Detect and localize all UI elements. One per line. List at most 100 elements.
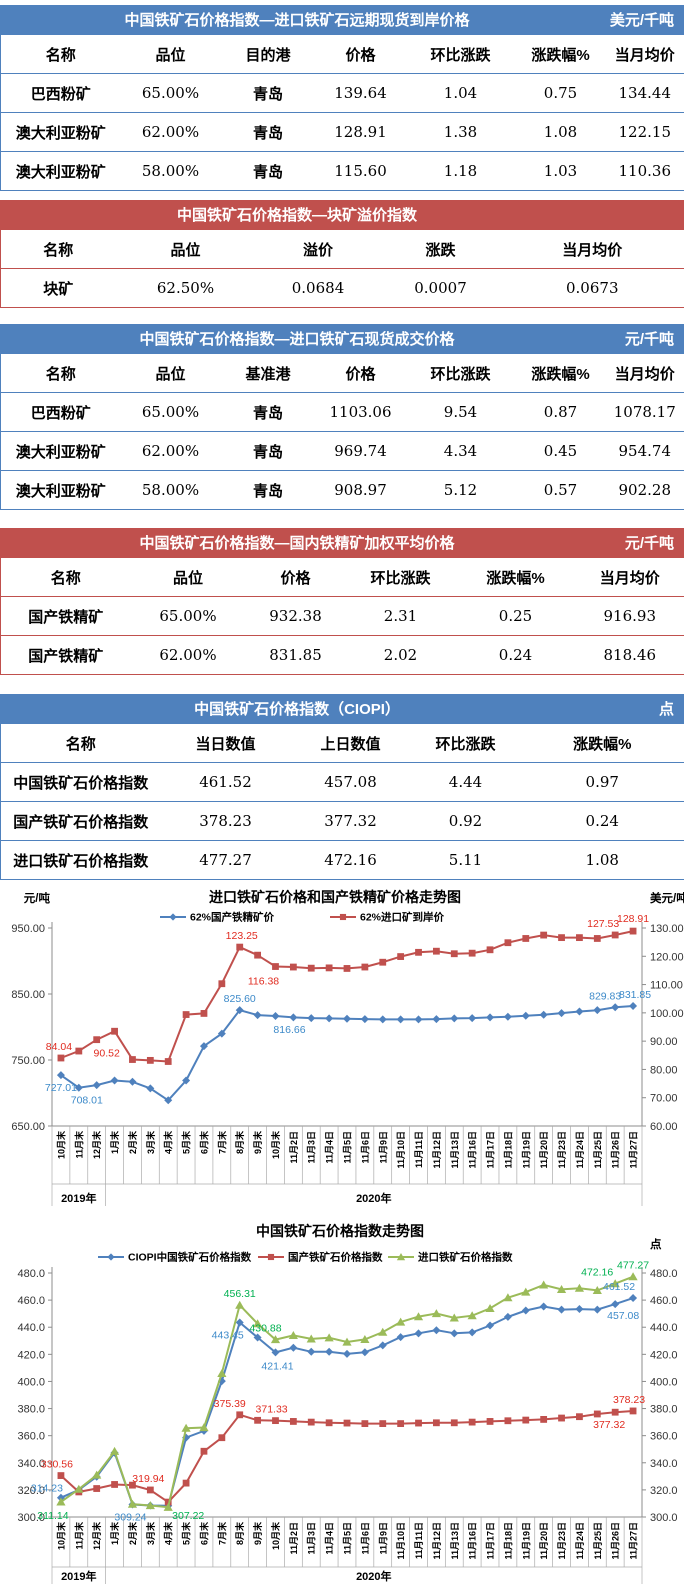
column-header: 涨跌幅% — [456, 558, 576, 597]
row-name-cell: 进口铁矿石价格指数 — [1, 841, 161, 880]
column-header: 环比涨跌 — [411, 724, 521, 763]
x-axis-category-label: 11月16日 — [468, 1522, 478, 1560]
column-header: 名称 — [1, 354, 121, 393]
legend-label: 进口铁矿石价格指数 — [418, 1251, 513, 1264]
right-axis-tick-label: 420.0 — [650, 1349, 678, 1361]
spacer — [0, 675, 684, 694]
data-point-square — [254, 1417, 261, 1424]
data-point-diamond — [575, 1305, 583, 1313]
column-header: 当月均价 — [606, 35, 684, 74]
table-header-row: 名称品位基准港价格环比涨跌涨跌幅%当月均价 — [1, 354, 684, 393]
x-axis-category-label: 4月末 — [163, 1521, 174, 1545]
table-header-row: 名称品位目的港价格环比涨跌涨跌幅%当月均价 — [1, 35, 684, 74]
data-point-label: 375.39 — [214, 1398, 246, 1410]
data-point-square — [344, 965, 351, 972]
x-axis-category-label: 3月末 — [145, 1130, 156, 1154]
right-axis-tick-label: 480.0 — [650, 1268, 678, 1280]
x-axis-category-label: 11月2日 — [289, 1131, 299, 1164]
data-point-square — [129, 1056, 136, 1063]
row-name-cell: 国产铁精矿 — [1, 597, 131, 636]
column-header: 基准港 — [221, 354, 316, 393]
column-header: 上日数值 — [291, 724, 411, 763]
value-cell: 0.75 — [516, 74, 606, 113]
table-domestic-concentrate: 中国铁矿石价格指数—国内铁精矿加权平均价格元/千吨名称品位价格环比涨跌涨跌幅%当… — [0, 528, 684, 675]
x-axis-category-label: 11月5日 — [343, 1131, 353, 1164]
data-point-label: 127.53 — [587, 918, 619, 930]
column-header: 涨跌 — [381, 230, 501, 269]
data-point-square — [308, 1419, 315, 1426]
row-name-cell: 巴西粉矿 — [1, 393, 121, 432]
right-axis-unit: 点 — [650, 1237, 662, 1251]
right-axis-tick-label: 400.0 — [650, 1376, 678, 1388]
data-point-diamond — [611, 1300, 619, 1308]
data-point-label: 123.25 — [226, 930, 258, 942]
year-group-label: 2020年 — [356, 1191, 391, 1205]
left-axis-tick-label: 440.0 — [17, 1322, 45, 1334]
x-axis-category-label: 11月18日 — [503, 1522, 513, 1560]
data-point-square — [505, 939, 512, 946]
x-axis-category-label: 11月20日 — [539, 1131, 549, 1169]
data-point-triangle — [378, 1328, 387, 1336]
data-point-square — [505, 1417, 512, 1424]
table-header-row: 名称品位溢价涨跌当月均价 — [1, 230, 684, 269]
data-point-square — [558, 934, 565, 941]
right-axis-tick-label: 460.0 — [650, 1295, 678, 1307]
row-name-cell: 澳大利亚粉矿 — [1, 152, 121, 191]
x-axis-category-label: 11月17日 — [486, 1522, 496, 1560]
table-import-spot-deal: 中国铁矿石价格指数—进口铁矿石现货成交价格元/千吨名称品位基准港价格环比涨跌涨跌… — [0, 324, 684, 510]
value-cell: 青岛 — [221, 152, 316, 191]
x-axis-category-label: 11月13日 — [450, 1522, 460, 1560]
column-header: 价格 — [246, 558, 346, 597]
data-point-label: 314.23 — [31, 1483, 63, 1495]
x-axis-category-label: 11月11日 — [414, 1131, 424, 1168]
data-point-square — [218, 1434, 225, 1441]
value-cell: 5.11 — [411, 841, 521, 880]
year-group-label: 2019年 — [61, 1569, 96, 1583]
data-point-diamond — [629, 1294, 637, 1302]
row-name-cell: 澳大利亚粉矿 — [1, 471, 121, 510]
data-point-label: 430.88 — [249, 1323, 281, 1335]
row-name-cell: 国产铁精矿 — [1, 636, 131, 675]
x-axis-category-label: 5月末 — [181, 1521, 192, 1545]
column-header: 当日数值 — [161, 724, 291, 763]
column-header: 品位 — [121, 35, 221, 74]
left-axis-tick-label: 420.0 — [17, 1349, 45, 1361]
x-axis-category-label: 9月末 — [252, 1130, 263, 1154]
x-axis-category-label: 11月12日 — [432, 1522, 442, 1560]
x-axis-category-label: 2月末 — [127, 1130, 138, 1154]
value-cell: 4.34 — [406, 432, 516, 471]
data-point-square — [469, 1419, 476, 1426]
column-header: 溢价 — [256, 230, 381, 269]
x-axis-category-label: 11月3日 — [307, 1131, 317, 1164]
x-axis-category-label: 11月25日 — [593, 1131, 603, 1169]
table-title-band: 中国铁矿石价格指数—块矿溢价指数 — [0, 200, 684, 229]
value-cell: 1.08 — [516, 113, 606, 152]
data-point-square — [268, 1254, 274, 1260]
x-axis-category-label: 11月9日 — [378, 1131, 388, 1164]
value-cell: 1.04 — [406, 74, 516, 113]
table-header-row: 名称品位价格环比涨跌涨跌幅%当月均价 — [1, 558, 684, 597]
right-axis-tick-label: 80.00 — [650, 1064, 678, 1076]
left-axis-tick-label: 400.0 — [17, 1376, 45, 1388]
table-header-row: 名称当日数值上日数值环比涨跌涨跌幅% — [1, 724, 684, 763]
x-axis-category-label: 2月末 — [127, 1521, 138, 1545]
data-point-square — [93, 1036, 100, 1043]
x-axis-category-label: 10月末 — [270, 1521, 281, 1550]
value-cell: 916.93 — [576, 597, 684, 636]
x-axis-category-label: 11月6日 — [360, 1522, 370, 1555]
column-header: 环比涨跌 — [406, 35, 516, 74]
data-point-square — [75, 1048, 82, 1055]
value-cell: 831.85 — [246, 636, 346, 675]
data-point-square — [433, 1419, 440, 1426]
value-cell: 0.97 — [521, 763, 684, 802]
right-axis-tick-label: 130.00 — [650, 923, 684, 935]
value-cell: 65.00% — [131, 597, 246, 636]
table-forward-spot-cif: 中国铁矿石价格指数—进口铁矿石远期现货到岸价格美元/千吨名称品位目的港价格环比涨… — [0, 5, 684, 191]
x-axis-category-label: 11月27日 — [629, 1131, 639, 1169]
data-point-diamond — [111, 1076, 119, 1084]
data-point-triangle — [289, 1331, 298, 1339]
